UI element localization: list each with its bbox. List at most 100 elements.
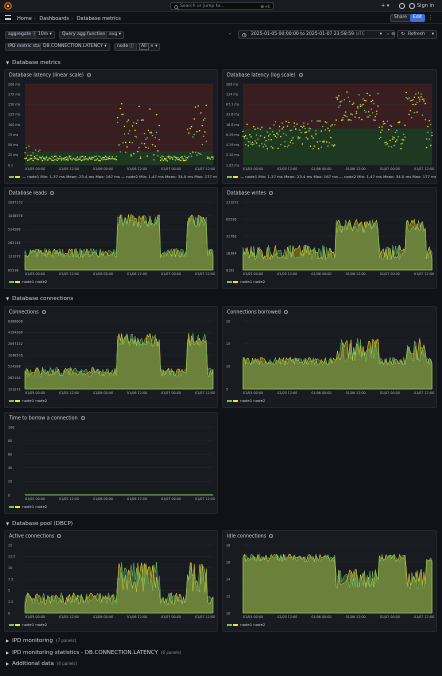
search-input[interactable]: Search or jump to... ⌘+k xyxy=(170,2,274,10)
data-point xyxy=(340,100,343,102)
variable-select-node[interactable]: All × ▾ xyxy=(136,43,161,51)
data-point xyxy=(133,153,135,155)
x-tick-label: 01/05 12:00 xyxy=(277,272,297,276)
data-point xyxy=(98,159,100,162)
info-icon xyxy=(57,534,62,538)
data-point xyxy=(146,155,148,157)
row-database-metrics[interactable]: ▼ Database metrics xyxy=(6,60,61,66)
panel-connections-borrowed[interactable]: Connections borrowed 20 15 10 5 01/05 00:00 01… xyxy=(222,306,437,408)
data-point xyxy=(184,159,186,162)
panel-legend[interactable]: node1 node2 xyxy=(9,398,47,403)
panel-database-reads[interactable]: Database reads 2097152 1048576 524288 262144… xyxy=(4,187,218,289)
chart-area: 2097152 1048576 524288 262144 131072 65536 01/… xyxy=(8,200,215,276)
news-icon[interactable] xyxy=(409,3,415,9)
data-point xyxy=(331,124,333,126)
data-point xyxy=(212,156,214,158)
data-point xyxy=(86,158,88,160)
data-point xyxy=(261,126,263,128)
x-tick-label: 01/06 00:00 xyxy=(311,167,331,171)
data-point xyxy=(349,119,351,121)
panel-legend[interactable]: node1 node2 xyxy=(9,504,47,509)
data-point xyxy=(416,101,418,104)
data-point xyxy=(366,92,368,95)
data-point xyxy=(319,140,321,142)
data-point xyxy=(412,99,414,101)
data-point xyxy=(295,127,297,130)
data-point xyxy=(273,124,275,126)
sign-in-link[interactable]: Sign in xyxy=(417,3,435,9)
data-point xyxy=(351,103,354,106)
data-point xyxy=(389,124,391,127)
legend-text: — node1 Min: 1.37 ms Mean: 23.4 ms Max: … xyxy=(22,174,218,179)
data-point xyxy=(377,105,379,107)
y-tick-label: 16 xyxy=(226,560,230,564)
data-point xyxy=(374,119,376,122)
share-button[interactable]: Share xyxy=(390,14,411,22)
time-back-icon[interactable]: ‹ xyxy=(229,32,231,37)
data-point xyxy=(258,145,260,147)
data-point xyxy=(41,155,44,158)
y-tick-label: 1048576 xyxy=(8,353,23,357)
variable-select-ipd-metric[interactable]: DB.CONNECTION.LATENCY ▾ xyxy=(40,43,110,51)
new-button[interactable]: + ▾ xyxy=(381,3,390,9)
panel-legend[interactable]: node1 node2 xyxy=(9,279,47,284)
series-node2 xyxy=(24,214,214,271)
data-point xyxy=(394,141,397,143)
data-point xyxy=(308,130,310,132)
panel-legend[interactable]: — node1 Min: 1.37 ms Mean: 23.4 ms Max: … xyxy=(9,174,218,179)
data-point xyxy=(269,127,271,129)
data-point xyxy=(65,156,68,158)
threshold-band-green xyxy=(25,151,213,165)
data-point xyxy=(137,119,139,121)
data-point xyxy=(165,159,167,161)
data-point xyxy=(254,128,256,130)
time-range-picker[interactable]: ‹ 2025-01-05 00:00:00 to 2025-01-07 23:5… xyxy=(229,30,395,39)
data-point xyxy=(274,121,277,123)
data-point xyxy=(147,129,150,132)
data-point xyxy=(380,131,382,133)
panel-latency-log[interactable]: Database latency (log scale) 269 ms 134 ms… xyxy=(222,69,437,184)
data-point xyxy=(201,143,203,146)
variable-select-agg-function[interactable]: avg ▾ xyxy=(106,31,124,39)
row-additional-data[interactable]: ▶ Additional data (4 panels) xyxy=(6,661,77,667)
x-tick-label: 01/05 12:00 xyxy=(59,497,79,501)
panel-active-connections[interactable]: Active connections 15 12.5 10 7.5 5 2.5 0 01/05 … xyxy=(4,530,218,632)
data-point xyxy=(280,143,282,146)
breadcrumb-home[interactable]: Home xyxy=(17,15,32,22)
refresh-button[interactable]: ↻ Refresh ▾ xyxy=(397,30,437,39)
row-database-pool[interactable]: ▼ Database pool (DBCP) xyxy=(6,521,73,527)
x-tick-label: 01/06 00:00 xyxy=(311,391,331,395)
data-point xyxy=(96,157,99,160)
zoom-out-icon[interactable]: ⊖ xyxy=(391,32,395,37)
panel-legend[interactable]: node1 node2 xyxy=(227,279,265,284)
panel-latency-linear[interactable]: Database latency (linear scale) 200 ms 175… xyxy=(4,69,218,184)
data-point xyxy=(428,138,430,140)
row-ipd-statistics[interactable]: ▶ IPD monitoring statistics - DB.CONNECTI… xyxy=(6,650,182,656)
help-icon[interactable] xyxy=(399,3,405,9)
edit-button[interactable]: Edit xyxy=(410,14,425,22)
data-point xyxy=(289,130,291,132)
data-point xyxy=(154,137,156,139)
data-point xyxy=(115,159,118,161)
panel-database-writes[interactable]: Database writes 131072 65536 32768 16384 8192… xyxy=(222,187,437,289)
time-forward-icon[interactable]: › xyxy=(387,32,389,37)
row-ipd-monitoring[interactable]: ▶ IPD monitoring (7 panels) xyxy=(6,638,77,644)
data-point xyxy=(177,156,179,159)
y-tick-label: 1.05 ms xyxy=(226,163,240,167)
panel-legend[interactable]: — node1 Min: 1.37 ms Mean: 23.4 ms Max: … xyxy=(227,174,436,179)
grafana-logo-icon[interactable] xyxy=(4,2,12,10)
more-options-icon[interactable]: ⋮ xyxy=(428,15,433,21)
panel-legend[interactable]: node1 node2 xyxy=(9,622,47,627)
panel-legend[interactable]: node1 node2 xyxy=(227,622,265,627)
data-point xyxy=(99,160,101,162)
variable-select-aggregate[interactable]: 10m ▾ xyxy=(35,31,55,39)
menu-icon[interactable] xyxy=(5,15,11,20)
panel-connections[interactable]: Connections 8388608 4194304 2097152 1048576 5… xyxy=(4,306,218,408)
panel-legend[interactable]: node1 node2 xyxy=(227,398,265,403)
panel-idle-connections[interactable]: Idle connections 18 16 14 12 10 01/05 00:00 01/… xyxy=(222,530,437,632)
row-database-connections[interactable]: ▼ Database connections xyxy=(6,296,74,302)
breadcrumb-dashboards[interactable]: Dashboards xyxy=(39,15,70,22)
panel-time-to-borrow[interactable]: Time to borrow a connection 100 80 60 40 20 0 0… xyxy=(4,412,218,514)
data-point xyxy=(281,122,283,124)
data-point xyxy=(401,142,403,145)
